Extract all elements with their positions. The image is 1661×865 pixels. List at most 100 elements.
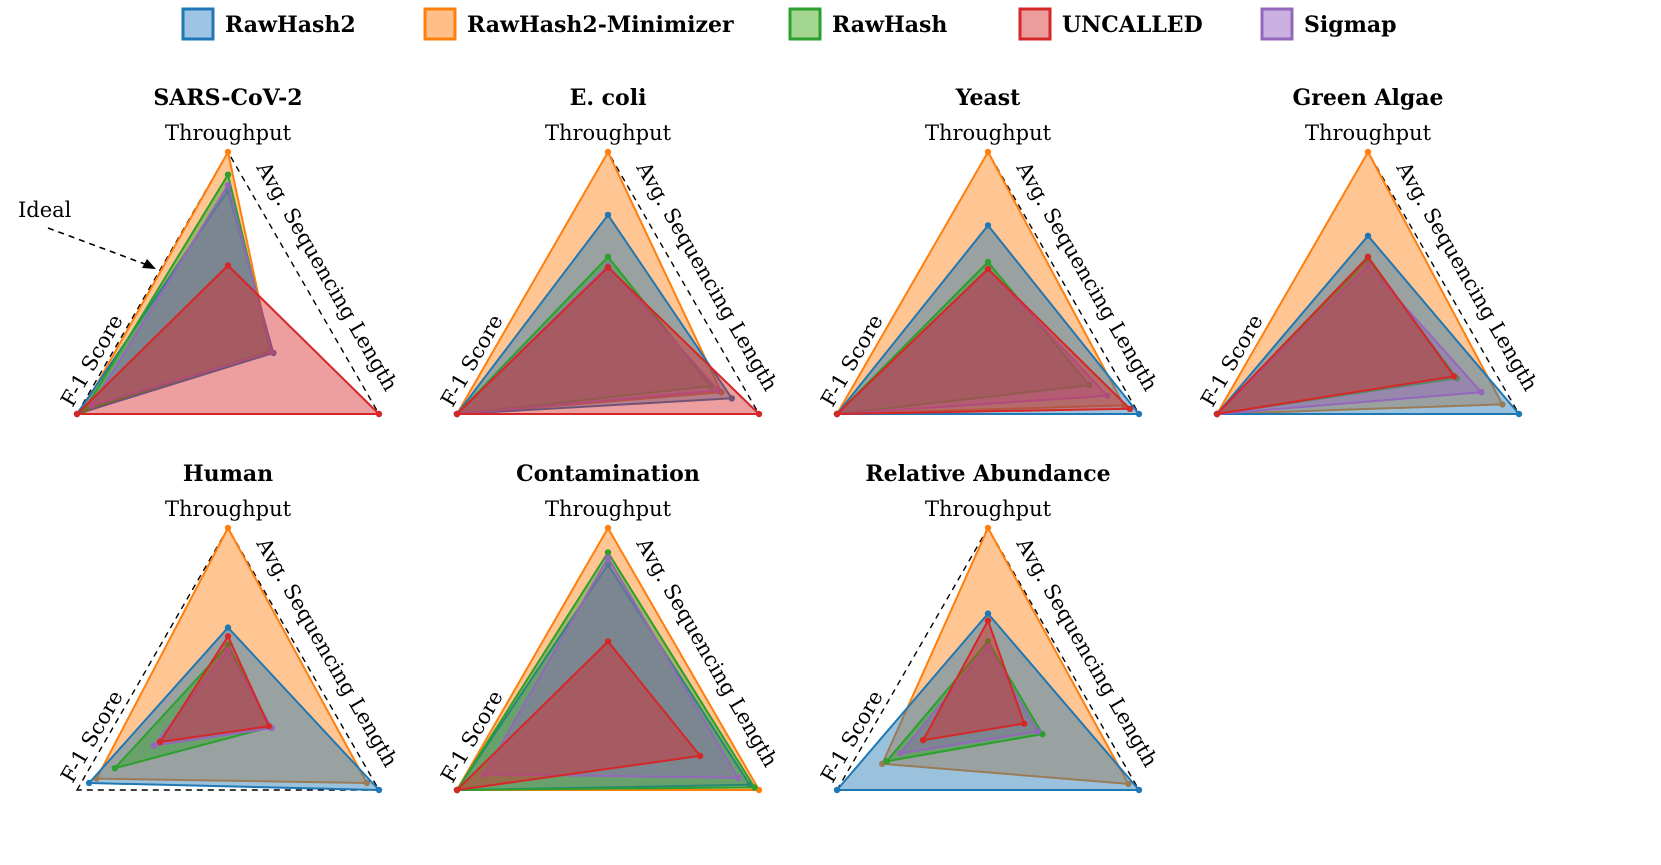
data-point xyxy=(1104,392,1111,399)
data-point xyxy=(85,779,93,787)
data-point xyxy=(224,262,232,269)
data-point xyxy=(833,786,841,794)
series-uncalled xyxy=(833,265,1134,418)
data-point xyxy=(1086,382,1093,389)
data-point xyxy=(156,738,164,746)
series-area xyxy=(1216,151,1504,415)
series-uncalled xyxy=(453,264,763,418)
panel-title: SARS-CoV-2 xyxy=(153,85,302,111)
data-point xyxy=(984,265,992,273)
data-point xyxy=(1499,401,1506,408)
data-point xyxy=(1364,253,1372,260)
data-point xyxy=(984,524,992,532)
series-sigmap xyxy=(88,182,275,409)
data-point xyxy=(1135,786,1143,794)
ideal-triangle xyxy=(75,150,381,415)
data-point xyxy=(604,264,612,271)
data-point xyxy=(1126,405,1134,412)
data-point xyxy=(224,633,232,640)
data-point xyxy=(604,253,612,260)
panel-title: Relative Abundance xyxy=(865,461,1110,487)
data-point xyxy=(984,258,992,266)
series-area xyxy=(836,224,1140,415)
series-uncalled xyxy=(919,617,1028,744)
series-area xyxy=(922,619,1026,742)
data-point xyxy=(265,723,272,730)
series-area xyxy=(1216,255,1456,415)
data-point xyxy=(604,148,612,156)
data-point xyxy=(833,410,841,418)
legend-label: RawHash2-Minimizer xyxy=(467,12,734,38)
legend-swatch xyxy=(423,7,457,41)
data-point xyxy=(224,171,232,178)
data-point xyxy=(883,758,890,765)
series-area xyxy=(91,184,273,407)
legend-entry-rawhash: RawHash xyxy=(788,7,947,41)
data-point xyxy=(715,387,722,394)
series-area xyxy=(456,563,751,791)
series-area xyxy=(836,151,1125,415)
series-area xyxy=(456,255,712,415)
series-rawhash2 xyxy=(85,624,383,794)
data-point xyxy=(755,410,763,418)
data-point xyxy=(224,624,232,631)
data-point xyxy=(919,737,927,744)
panel-title: E. coli xyxy=(570,85,647,111)
data-point xyxy=(604,524,612,532)
data-point xyxy=(751,784,758,791)
data-point xyxy=(897,750,904,757)
data-point xyxy=(453,786,461,794)
ideal-triangle xyxy=(455,150,761,415)
legend: RawHash2 RawHash2-Minimizer RawHash UNCALLE… xyxy=(181,7,1397,41)
ideal-arrow-head xyxy=(142,259,156,269)
data-point xyxy=(1515,410,1523,418)
data-point xyxy=(984,643,992,650)
data-point xyxy=(111,765,119,772)
ideal-triangle xyxy=(75,526,381,791)
data-point xyxy=(728,395,735,402)
data-point xyxy=(984,617,992,624)
panel-title: Green Algae xyxy=(1292,85,1443,111)
data-point xyxy=(1478,389,1485,396)
axis-label-throughput: Throughput xyxy=(545,121,672,145)
series-area xyxy=(456,640,702,791)
data-point xyxy=(375,410,383,418)
series-area xyxy=(836,268,1131,415)
data-point xyxy=(696,752,704,760)
legend-swatch xyxy=(788,7,822,41)
series-area xyxy=(456,213,733,415)
series-area xyxy=(153,649,273,747)
panel-title: Yeast xyxy=(955,85,1021,111)
series-area xyxy=(456,527,760,791)
data-point xyxy=(224,182,232,189)
axis-label-throughput: Throughput xyxy=(545,497,672,521)
ideal-arrow-line xyxy=(47,227,151,267)
axis-label-throughput: Throughput xyxy=(1305,121,1432,145)
axis-label-throughput: Throughput xyxy=(925,497,1052,521)
data-point xyxy=(1364,232,1372,239)
ideal-triangle xyxy=(835,526,1141,791)
series-area xyxy=(76,264,380,415)
legend-label: RawHash xyxy=(832,12,947,38)
legend-entry-rawhash2: RawHash2 xyxy=(181,7,356,41)
data-point xyxy=(984,148,992,156)
legend-label: RawHash2 xyxy=(225,12,356,38)
data-point xyxy=(984,638,992,645)
series-uncalled xyxy=(156,633,272,746)
axis-label-throughput: Throughput xyxy=(165,497,292,521)
series-area xyxy=(159,635,270,743)
data-point xyxy=(268,348,275,356)
data-point xyxy=(604,561,612,568)
data-point xyxy=(1125,780,1132,788)
series-uncalled xyxy=(73,262,383,418)
ideal-annotation: Ideal xyxy=(18,198,156,269)
legend-swatch xyxy=(1018,7,1052,41)
ideal-annotation-label: Ideal xyxy=(18,198,72,222)
data-point xyxy=(1034,728,1042,735)
data-point xyxy=(984,222,992,229)
series-uncalled xyxy=(453,638,704,794)
